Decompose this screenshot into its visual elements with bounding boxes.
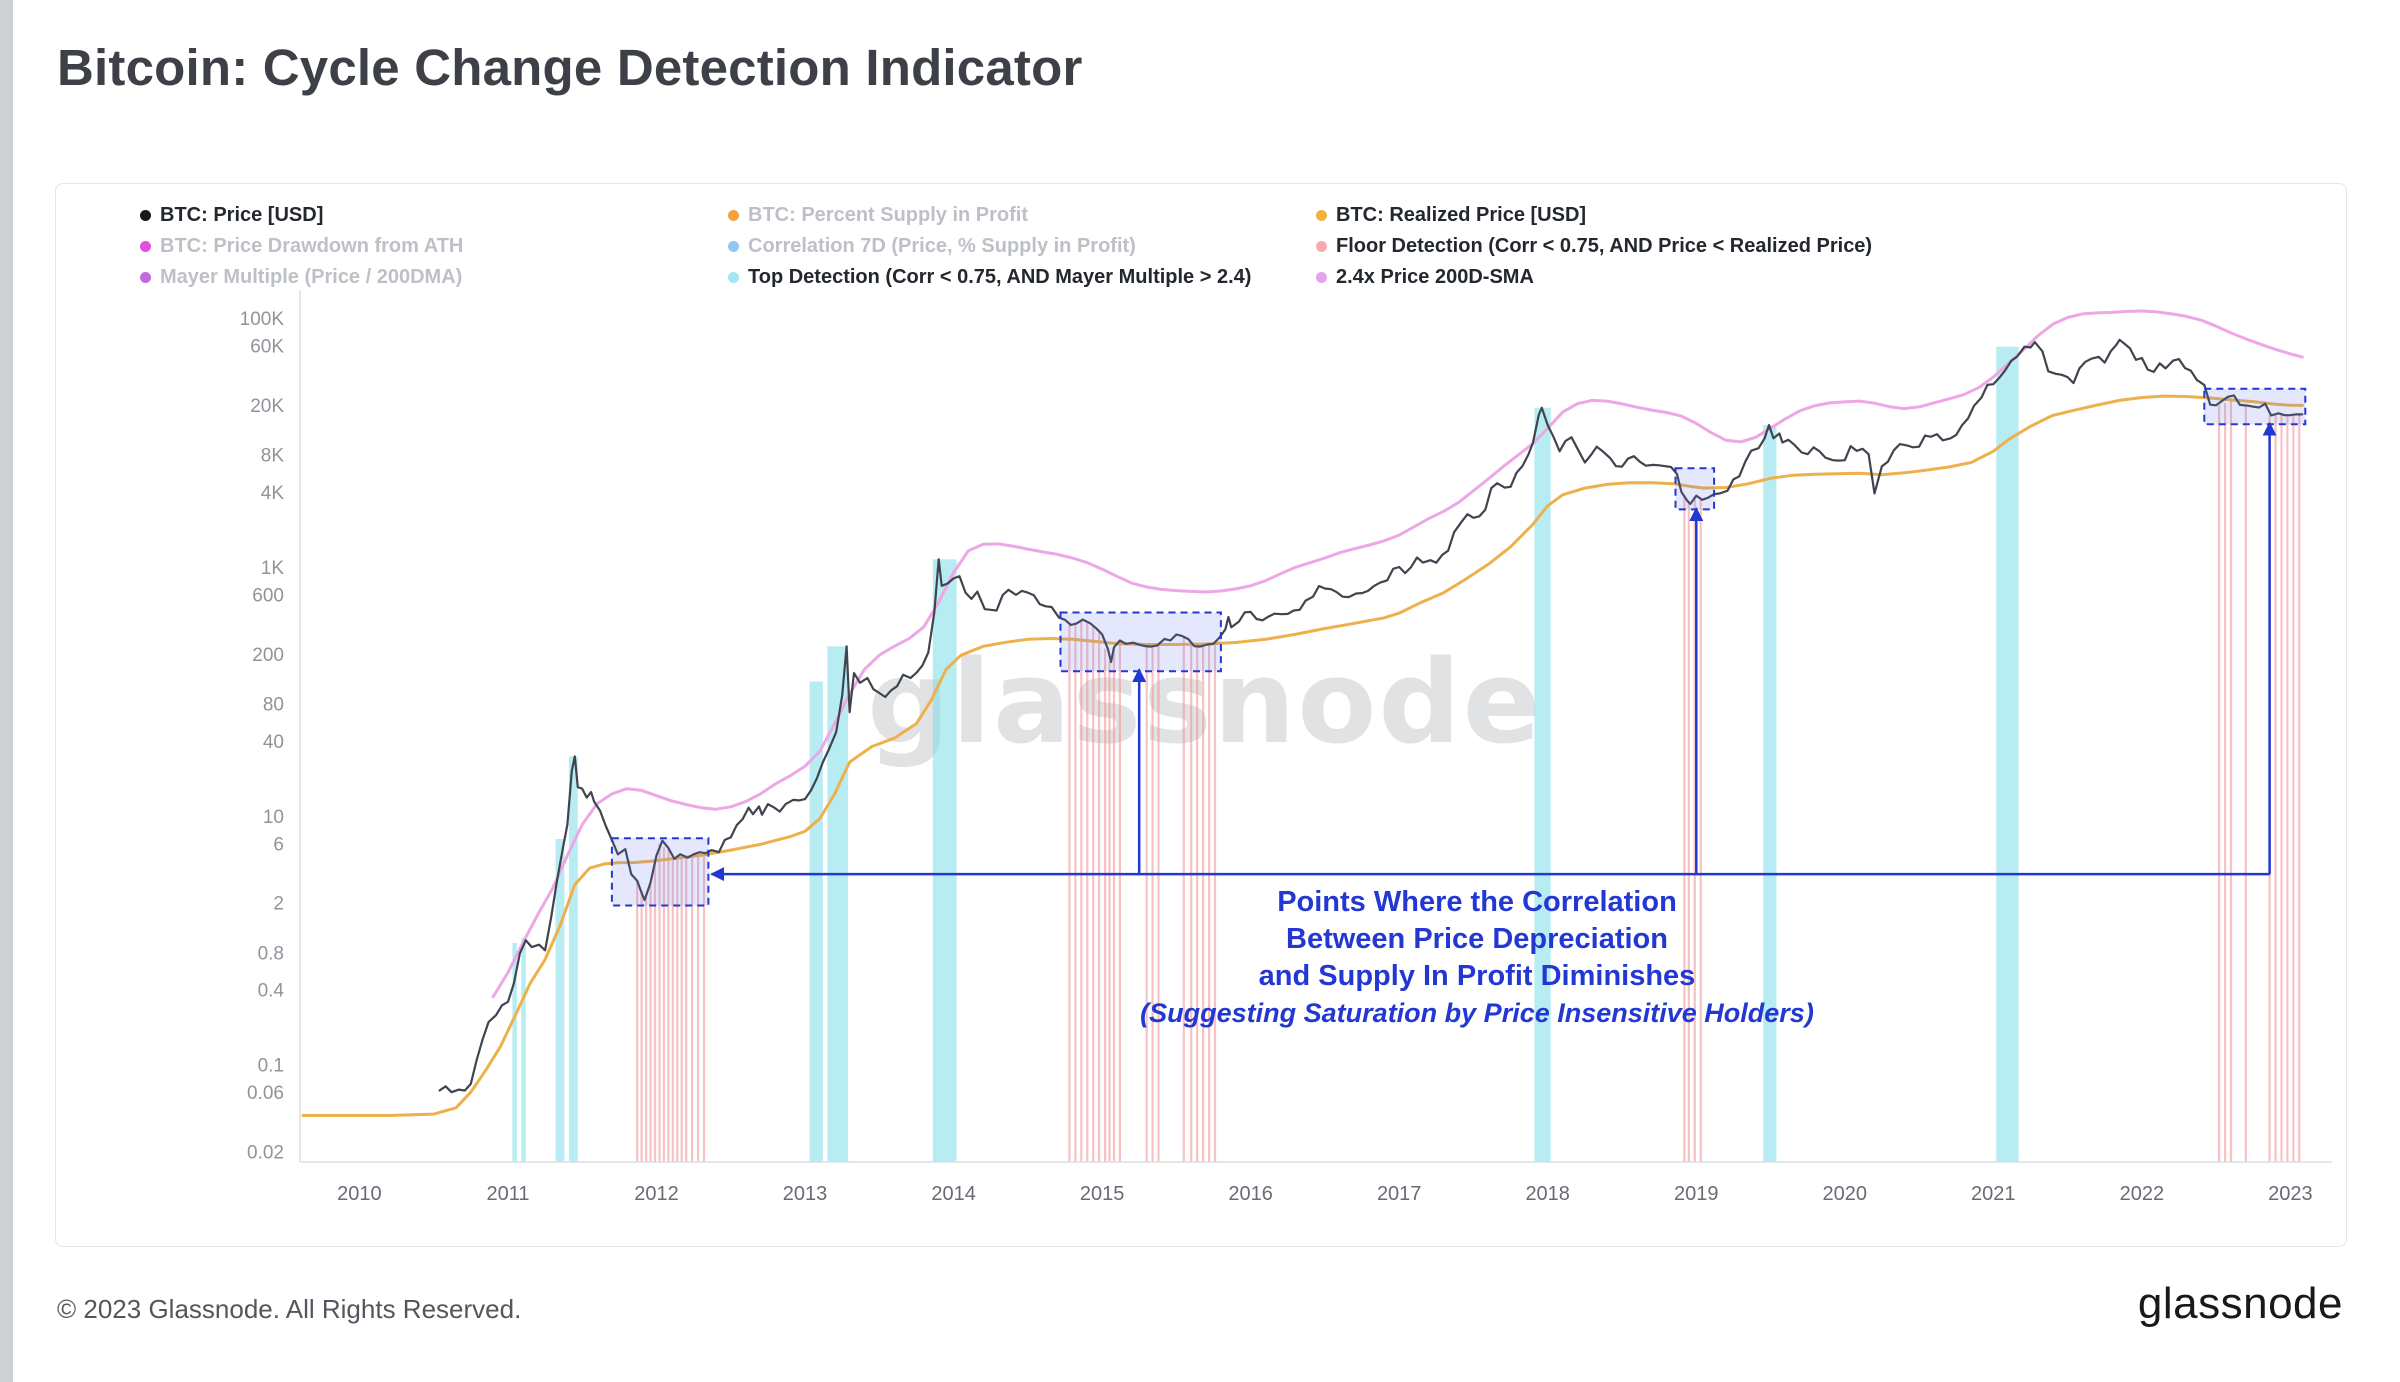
legend-item-label: BTC: Percent Supply in Profit [748,204,1029,226]
annotation-line: and Supply In Profit Diminishes [1258,960,1696,992]
copyright-text: © 2023 Glassnode. All Rights Reserved. [57,1294,522,1324]
legend-dot-icon [140,210,151,221]
legend-item[interactable]: Correlation 7D (Price, % Supply in Profi… [728,234,1316,259]
legend-item[interactable]: Top Detection (Corr < 0.75, AND Mayer Mu… [728,265,1316,290]
left-edge-strip [0,0,13,1382]
glassnode-logo: glassnode [2137,1279,2343,1328]
legend-item[interactable]: 2.4x Price 200D-SMA [1316,265,1872,290]
legend-item[interactable]: Mayer Multiple (Price / 200DMA) [140,265,728,290]
annotation-line: Between Price Depreciation [1286,923,1668,955]
legend-item[interactable]: BTC: Realized Price [USD] [1316,203,1872,228]
chart-legend: BTC: Price [USD] BTC: Percent Supply in P… [140,203,1872,290]
legend-item-label: BTC: Price Drawdown from ATH [160,235,464,257]
legend-item-label: Correlation 7D (Price, % Supply in Profi… [748,235,1136,257]
legend-item[interactable]: Floor Detection (Corr < 0.75, AND Price … [1316,234,1872,259]
legend-dot-icon [140,241,151,252]
legend-dot-icon [728,210,739,221]
legend-item-label: 2.4x Price 200D-SMA [1336,266,1534,288]
legend-item-label: Mayer Multiple (Price / 200DMA) [160,266,463,288]
legend-dot-icon [728,241,739,252]
legend-item[interactable]: BTC: Price [USD] [140,203,728,228]
legend-item-label: Floor Detection (Corr < 0.75, AND Price … [1336,235,1873,257]
legend-dot-icon [140,272,151,283]
legend-dot-icon [1316,241,1327,252]
legend-dot-icon [1316,272,1327,283]
legend-item-label: Top Detection (Corr < 0.75, AND Mayer Mu… [748,266,1252,288]
correlation-annotation: Points Where the Correlation Between Pri… [1027,884,1927,1032]
legend-dot-icon [728,272,739,283]
legend-item[interactable]: BTC: Percent Supply in Profit [728,203,1316,228]
legend-dot-icon [1316,210,1327,221]
legend-item-label: BTC: Price [USD] [160,204,324,226]
legend-item[interactable]: BTC: Price Drawdown from ATH [140,234,728,259]
page-title: Bitcoin: Cycle Change Detection Indicato… [57,39,1083,96]
chart-card [55,183,2347,1247]
annotation-line: Points Where the Correlation [1277,886,1677,918]
legend-item-label: BTC: Realized Price [USD] [1336,204,1587,226]
annotation-subline: (Suggesting Saturation by Price Insensit… [1140,998,1814,1028]
